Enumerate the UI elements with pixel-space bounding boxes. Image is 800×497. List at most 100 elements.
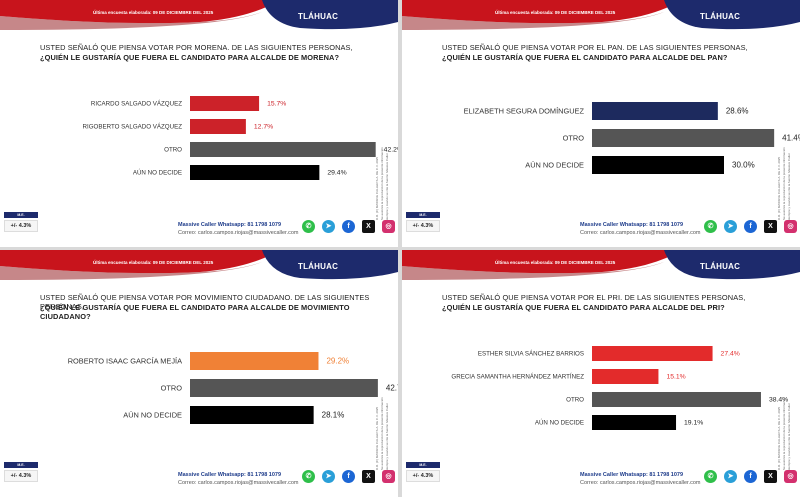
category-label: OTRO [563,134,585,143]
question-intro: USTED SEÑALÓ QUE PIENSA VOTAR POR MORENA… [40,43,353,52]
bar-chart: ESTHER SILVIA SÁNCHEZ BARRIOS 27.4% GRECIA… [451,346,788,430]
telegram-icon[interactable]: ➤ [322,470,335,483]
header-swoosh [0,0,398,30]
bar [190,165,320,180]
facebook-icon[interactable]: f [342,470,355,483]
city-title: TLÁHUAC [700,12,741,21]
question-main: ¿QUIÉN LE GUSTARÍA QUE FUERA EL CANDIDAT… [40,53,340,62]
bar [592,129,775,147]
margin-label: M.E. [4,462,38,468]
whatsapp-icon[interactable]: ✆ [704,470,717,483]
bar-chart: ELIZABETH SEGURA DOMÍNGUEZ 28.6% OTRO 41.4%… [464,102,800,174]
instagram-icon[interactable]: ◎ [382,220,395,233]
instagram-icon[interactable]: ◎ [382,470,395,483]
legal-line: Se autoriza la reproducción de la presen… [380,147,384,220]
margin-value: +/- 4.3% [406,220,440,232]
whatsapp-contact[interactable]: Massive Caller Whatsapp: 81 1798 1079 [178,222,299,228]
legal-line: D.R. (C) MASSIVE CALLER S.A. DE C.V. 202… [777,406,781,470]
question-main: ¿QUIÉN LE GUSTARÍA QUE FUERA EL CANDIDAT… [442,53,728,62]
legal-line: siempre y cuando se cite la fuente: Mass… [385,153,389,220]
margin-of-error: M.E. +/- 4.3% [406,462,440,482]
category-label: OTRO [161,384,183,393]
panel-header: Última encuesta elaborada: 09 DE DICIEMB… [0,250,398,280]
category-label: RICARDO SALGADO VÁZQUEZ [91,101,182,108]
whatsapp-icon[interactable]: ✆ [302,220,315,233]
question-main: ¿QUIÉN LE GUSTARÍA QUE FUERA EL CANDIDAT… [40,303,350,321]
bar [592,369,659,384]
email-contact[interactable]: Correo: carlos.campos.riojas@massivecall… [580,480,701,486]
telegram-icon[interactable]: ➤ [322,220,335,233]
category-label: AÚN NO DECIDE [525,161,584,170]
contact-info: Massive Caller Whatsapp: 81 1798 1079 Co… [178,222,299,236]
value-label: 29.4% [327,170,346,177]
margin-of-error: M.E. +/- 4.3% [4,212,38,232]
whatsapp-text: Massive Caller Whatsapp: 81 1798 1079 [580,222,684,228]
bar [592,156,724,174]
bar [190,379,378,397]
whatsapp-contact[interactable]: Massive Caller Whatsapp: 81 1798 1079 [580,222,701,228]
bar [592,102,718,120]
whatsapp-icon[interactable]: ✆ [704,220,717,233]
bar-chart: ROBERTO ISAAC GARCÍA MEJÍA 29.2% OTRO 42.7%… [68,352,398,424]
email-contact[interactable]: Correo: carlos.campos.riojas@massivecall… [178,480,299,486]
survey-panel-pri: Última encuesta elaborada: 09 DE DICIEMB… [402,250,800,497]
panel-header: Última encuesta elaborada: 09 DE DICIEMB… [0,0,398,30]
email-contact[interactable]: Correo: carlos.campos.riojas@massivecall… [178,230,299,236]
value-label: 38.4% [769,397,788,404]
header-swoosh [0,250,398,280]
value-label: 42.7% [386,384,398,393]
category-label: OTRO [164,147,182,154]
bar [190,142,376,157]
whatsapp-icon[interactable]: ✆ [302,470,315,483]
facebook-icon[interactable]: f [342,220,355,233]
question-intro: USTED SEÑALÓ QUE PIENSA VOTAR POR EL PRI… [442,293,746,302]
contact-info: Massive Caller Whatsapp: 81 1798 1079 Co… [580,472,701,486]
telegram-icon[interactable]: ➤ [724,470,737,483]
whatsapp-text: Massive Caller Whatsapp: 81 1798 1079 [178,472,282,478]
x-icon[interactable]: X [362,470,375,483]
instagram-icon[interactable]: ◎ [784,470,797,483]
bar [190,352,319,370]
x-icon[interactable]: X [764,470,777,483]
value-label: 12.7% [254,124,273,131]
survey-panel-pan: Última encuesta elaborada: 09 DE DICIEMB… [402,0,800,247]
panel-header: Última encuesta elaborada: 09 DE DICIEMB… [402,250,800,280]
legal-line: D.R. (C) MASSIVE CALLER S.A. DE C.V. 202… [777,156,781,220]
x-icon[interactable]: X [362,220,375,233]
category-label: AÚN NO DECIDE [133,170,182,177]
question-intro: USTED SEÑALÓ QUE PIENSA VOTAR POR EL PAN… [442,43,748,52]
facebook-icon[interactable]: f [744,220,757,233]
legal-line: Se autoriza la reproducción de la presen… [782,397,786,470]
telegram-icon[interactable]: ➤ [724,220,737,233]
survey-panel-mc: Última encuesta elaborada: 09 DE DICIEMB… [0,250,398,497]
whatsapp-contact[interactable]: Massive Caller Whatsapp: 81 1798 1079 [580,472,701,478]
margin-value: +/- 4.3% [4,470,38,482]
legal-line: siempre y cuando se cite la fuente: Mass… [787,153,791,220]
category-label: OTRO [566,397,584,404]
contact-info: Massive Caller Whatsapp: 81 1798 1079 Co… [178,472,299,486]
value-label: 30.0% [732,161,755,170]
legal-line: Se autoriza la reproducción de la presen… [380,397,384,470]
whatsapp-contact[interactable]: Massive Caller Whatsapp: 81 1798 1079 [178,472,299,478]
facebook-icon[interactable]: f [744,470,757,483]
margin-value: +/- 4.3% [406,470,440,482]
city-title: TLÁHUAC [298,12,339,21]
update-date: Última encuesta elaborada: 09 DE DICIEMB… [93,260,214,265]
bar [190,406,314,424]
value-label: 28.1% [322,411,345,420]
email-contact[interactable]: Correo: carlos.campos.riojas@massivecall… [580,230,701,236]
legal-line: D.R. (C) MASSIVE CALLER S.A. DE C.V. 202… [375,406,379,470]
bar-chart: RICARDO SALGADO VÁZQUEZ 15.7% RIGOBERTO SA… [83,96,398,180]
bar [592,392,761,407]
whatsapp-text: Massive Caller Whatsapp: 81 1798 1079 [178,222,282,228]
category-label: GRECIA SAMANTHA HERNÁNDEZ MARTÍNEZ [451,374,584,381]
value-label: 27.4% [721,351,740,358]
bar [592,346,713,361]
header-swoosh [402,250,800,280]
legal-line: siempre y cuando se cite la fuente: Mass… [385,403,389,470]
legal-notice: D.R. (C) MASSIVE CALLER S.A. DE C.V. 202… [375,330,389,480]
value-label: 42.2% [384,147,398,154]
value-label: 28.6% [726,107,749,116]
x-icon[interactable]: X [764,220,777,233]
instagram-icon[interactable]: ◎ [784,220,797,233]
